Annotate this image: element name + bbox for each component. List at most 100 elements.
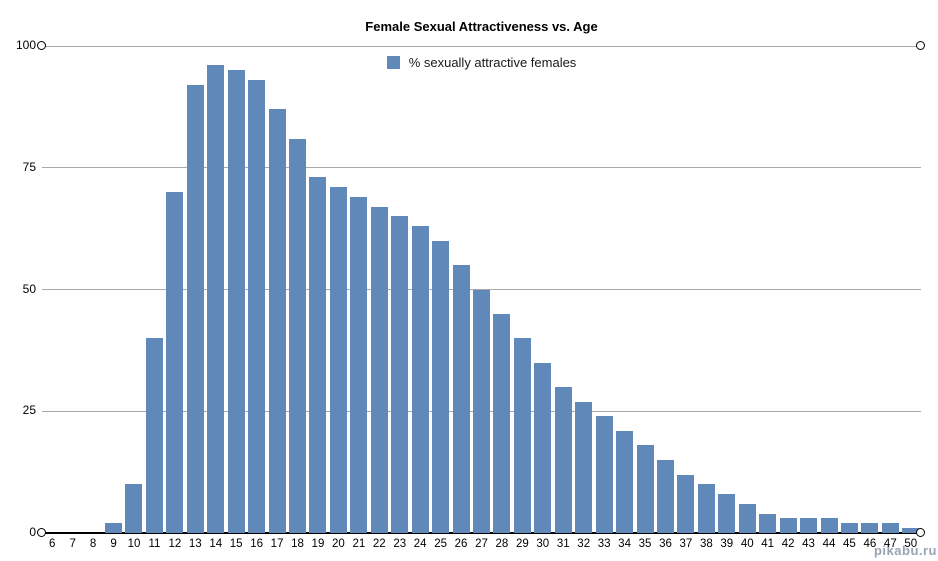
bar [166,192,184,533]
x-tick-label: 15 [229,538,243,550]
bar [616,430,634,533]
bar [595,416,613,533]
bar [350,196,368,533]
x-tick-label: 13 [188,538,202,550]
x-tick-label: 35 [638,538,652,550]
bar [105,523,123,533]
bar [575,401,593,533]
bar [779,518,797,533]
x-tick-label: 39 [720,538,734,550]
x-tick-label: 24 [413,538,427,550]
bar [534,362,552,533]
watermark: pikabu.ru [873,543,937,558]
bar [820,518,838,533]
y-tick-label: 100 [15,38,36,52]
legend-label: % sexually attractive females [408,55,577,70]
x-tick-label: 7 [69,538,76,550]
x-tick-label: 32 [577,538,591,550]
x-tick-label: 26 [454,538,468,550]
x-tick-label: 33 [597,538,611,550]
bar [329,187,347,533]
x-tick-label: 40 [740,538,754,550]
bar [759,513,777,533]
bar [370,206,388,533]
x-tick-label: 14 [209,538,223,550]
bar [207,65,225,533]
bar [902,528,920,533]
bar [391,216,409,533]
x-tick-label: 25 [434,538,447,550]
bar [677,474,695,533]
x-tick-label: 41 [761,538,775,550]
y-tick-label: 75 [22,159,36,174]
bar [473,289,490,533]
x-tick-label: 45 [843,538,856,550]
axis-endpoint-circle [37,41,46,50]
bar [125,484,143,533]
x-tick-label: 10 [127,538,141,550]
chart-legend: % sexually attractive females [42,55,921,70]
bar [145,338,163,533]
bar [738,503,756,533]
x-tick-label: 17 [270,538,284,550]
gridline [42,167,921,169]
y-tick-label: 0 [29,525,36,539]
x-tick-label: 28 [495,538,509,550]
bar [881,523,899,533]
x-tick-label: 42 [781,538,795,550]
bar [636,445,654,533]
axis-endpoint-circle [37,528,46,537]
bar [800,518,818,533]
bar [718,494,736,533]
x-tick-label: 46 [863,538,877,550]
x-tick-label: 19 [311,538,325,550]
axis-endpoint-circle [916,528,925,537]
x-tick-label: 11 [148,538,161,550]
bar [268,109,286,533]
chart-title: Female Sexual Attractiveness vs. Age [365,19,598,34]
bar [227,70,245,533]
bar [840,523,858,533]
bar [411,226,429,533]
bar [697,484,715,533]
bar [554,386,572,533]
x-tick-label: 12 [168,538,182,550]
x-tick-label: 8 [89,538,97,550]
bar [656,459,674,533]
gridline [42,45,921,47]
bar [452,265,470,533]
x-tick-label: 27 [475,538,488,550]
x-tick-label: 21 [352,538,366,550]
y-tick-label: 50 [22,281,36,296]
bar [186,84,204,533]
bar [248,80,266,533]
x-tick-label: 30 [536,538,550,550]
x-axis-line [42,532,921,534]
x-tick-label: 23 [393,538,407,550]
x-tick-label: 50 [904,538,918,550]
x-tick-label: 20 [331,538,345,550]
x-tick-label: 38 [699,538,713,550]
legend-swatch-icon [386,56,400,69]
axis-endpoint-circle [916,41,925,50]
bar [309,177,327,533]
bar [493,313,511,533]
y-tick-label: 25 [22,403,36,418]
bar [861,523,879,533]
x-tick-label: 18 [291,538,304,550]
x-tick-label: 16 [250,538,264,550]
x-tick-label: 29 [515,538,529,550]
x-tick-label: 31 [556,538,570,550]
x-tick-label: 6 [49,538,56,550]
bar [289,138,307,533]
x-tick-label: 37 [679,538,693,550]
x-tick-label: 47 [883,538,897,550]
bar [513,338,531,533]
x-tick-label: 9 [110,538,117,550]
bar [432,240,450,533]
x-tick-label: 44 [822,538,836,550]
x-tick-label: 22 [372,538,386,550]
x-tick-label: 36 [659,538,672,550]
x-tick-label: 43 [802,538,815,550]
